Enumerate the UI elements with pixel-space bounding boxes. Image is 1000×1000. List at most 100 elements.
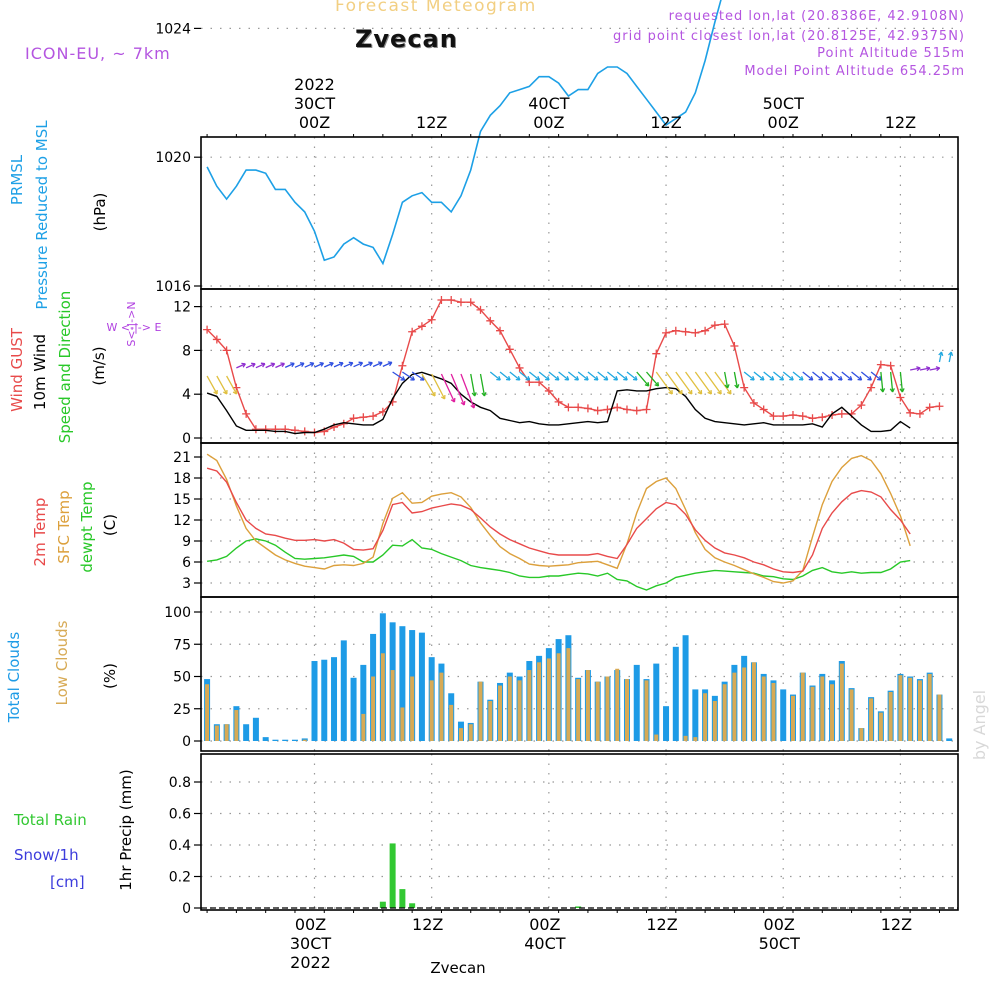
wind-arrow xyxy=(206,375,218,395)
model-name: ICON-EU, ~ 7km xyxy=(25,44,171,63)
wind-arrow-head xyxy=(593,375,599,381)
legend-prmsl: PRMSL xyxy=(8,154,26,205)
low-cloud-bar xyxy=(937,694,942,741)
wind-arrow-head xyxy=(319,361,325,367)
wind-arrow xyxy=(929,367,940,371)
location-name: Zvecan xyxy=(355,25,458,53)
low-cloud-bar xyxy=(429,680,434,741)
gust-marker xyxy=(222,346,231,355)
gust-marker xyxy=(915,409,924,418)
low-cloud-bar xyxy=(234,710,239,741)
wind-arrow xyxy=(782,371,794,381)
gust-marker xyxy=(564,403,573,412)
low-cloud-bar xyxy=(898,675,903,741)
legend-total-clouds: Total Clouds xyxy=(5,632,23,724)
low-cloud-bar xyxy=(605,676,610,741)
wind-arrow xyxy=(880,371,884,393)
time-label-top: 00Z xyxy=(299,113,330,132)
low-cloud-bar xyxy=(908,677,913,741)
wind-arrow-head xyxy=(837,375,843,381)
time-label-top: 00Z xyxy=(768,113,799,132)
time-label-top: 12Z xyxy=(885,113,916,132)
wind-arrow-head xyxy=(329,361,334,367)
pressure-line xyxy=(206,0,722,266)
low-cloud-bar xyxy=(449,704,454,741)
total-cloud-bar xyxy=(360,664,367,741)
low-cloud-bar xyxy=(820,676,825,741)
wind-arrow xyxy=(714,371,732,395)
gust-marker xyxy=(251,425,260,434)
y-tick-label: 0 xyxy=(182,734,191,750)
time-label-bottom: 30CT xyxy=(290,934,332,953)
wind-arrow-head xyxy=(338,361,344,367)
wind-arrow xyxy=(899,371,904,393)
low-cloud-bar xyxy=(761,676,766,741)
low-cloud-bar xyxy=(869,698,874,741)
wind-arrow xyxy=(665,371,683,395)
time-label-top: 40CT xyxy=(528,94,570,113)
footer-location: Zvecan xyxy=(430,959,485,977)
wind-arrow-head xyxy=(584,375,589,381)
y-tick-label: 1020 xyxy=(155,150,191,166)
gust-marker xyxy=(798,412,807,421)
wind-arrow-head xyxy=(798,375,804,381)
wind-arrow xyxy=(694,371,712,395)
wind-arrow xyxy=(910,367,921,371)
wind-arrow-head xyxy=(759,375,765,381)
low-cloud-bar xyxy=(693,737,698,741)
wind-arrow-head xyxy=(734,384,740,389)
low-cloud-bar xyxy=(683,735,688,741)
low-cloud-bar xyxy=(830,684,835,741)
wind-arrow xyxy=(431,373,446,400)
legend-pct: (%) xyxy=(101,663,119,689)
gust-marker xyxy=(369,412,378,421)
y-tick-label: 12 xyxy=(173,513,191,529)
wind-arrow xyxy=(548,371,560,381)
y-tick-label: 15 xyxy=(173,492,191,508)
total-cloud-bar xyxy=(399,626,406,741)
low-cloud-bar xyxy=(488,701,493,741)
wind-arrow xyxy=(587,371,599,381)
gust-marker xyxy=(496,326,505,335)
wind-arrow-head xyxy=(750,375,755,381)
wind-arrow-head xyxy=(603,375,609,381)
wind-arrow-head xyxy=(223,389,228,395)
gust-marker xyxy=(691,328,700,337)
wind-arrow xyxy=(402,371,415,381)
low-cloud-bar xyxy=(644,680,649,741)
wind-arrow-head xyxy=(828,375,833,381)
wind-arrow-head xyxy=(309,362,315,367)
wind-arrow xyxy=(675,371,693,395)
total-cloud-bar xyxy=(672,646,679,741)
low-cloud-bar xyxy=(624,679,629,741)
wind-arrow xyxy=(607,371,618,381)
wind-arrow-head xyxy=(496,375,501,381)
gust-marker xyxy=(818,413,827,422)
wind-arrow xyxy=(948,351,952,363)
total-cloud-bar xyxy=(272,739,279,741)
wind-arrow xyxy=(343,362,354,368)
wind-arrow-head xyxy=(779,375,785,381)
wind-arrow-head xyxy=(717,389,722,395)
low-cloud-bar xyxy=(224,724,229,741)
low-cloud-bar xyxy=(507,676,512,741)
gust-marker xyxy=(662,328,671,337)
wind-arrow-head xyxy=(387,361,393,367)
y-tick-label: 1016 xyxy=(155,279,191,295)
low-cloud-bar xyxy=(751,662,756,741)
gust-marker xyxy=(867,383,876,392)
wind-arrow-head xyxy=(687,389,693,395)
low-cloud-bar xyxy=(361,713,366,741)
low-cloud-bar xyxy=(732,672,737,741)
gust-marker xyxy=(203,325,212,334)
wind-arrow xyxy=(333,362,344,368)
time-label-bottom: 40CT xyxy=(524,934,566,953)
time-label-top: 00Z xyxy=(533,113,564,132)
y-tick-label: 0.2 xyxy=(169,870,191,886)
gust-marker xyxy=(554,397,563,406)
wind-arrow xyxy=(499,371,511,381)
total-cloud-bar xyxy=(633,664,640,741)
wind-arrow-head xyxy=(916,366,921,372)
wind-arrow-head xyxy=(613,375,619,381)
low-cloud-bar xyxy=(800,672,805,741)
